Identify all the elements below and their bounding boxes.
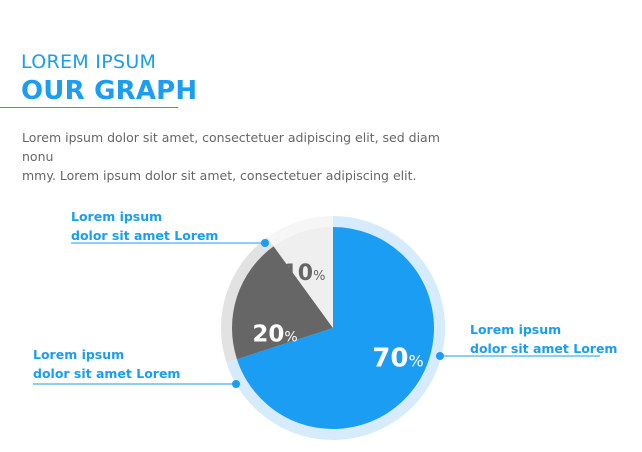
callout-top-left-line2: dolor sit amet Lorem: [71, 228, 219, 243]
page-title: OUR GRAPH: [21, 76, 198, 106]
pie-label-percent-10: %: [313, 269, 325, 284]
callout-bottom-left-line1: Lorem ipsum: [33, 347, 125, 362]
leader-dot-bottom-left: [232, 380, 240, 388]
title-underline: [0, 107, 178, 108]
leader-dot-top-left: [261, 239, 269, 247]
pie-slice-20: [232, 246, 333, 360]
pie-slice-70: [236, 227, 434, 430]
leader-dot-right: [436, 352, 444, 360]
page-subtitle: LOREM IPSUM: [21, 51, 157, 73]
description-paragraph: Lorem ipsum dolor sit amet, consectetuer…: [22, 128, 472, 185]
callout-right-line2: dolor sit amet Lorem: [470, 341, 618, 356]
callout-right: Lorem ipsum dolor sit amet Lorem: [470, 320, 617, 358]
pie-slice-10: [273, 227, 333, 328]
callout-top-left-line1: Lorem ipsum: [71, 209, 163, 224]
pie-label-percent-70: %: [408, 351, 423, 370]
pie-label-percent-20: %: [284, 329, 297, 345]
callout-bottom-left: Lorem ipsum dolor sit amet Lorem: [33, 345, 180, 383]
callout-right-line1: Lorem ipsum: [470, 322, 562, 337]
callout-bottom-left-line2: dolor sit amet Lorem: [33, 366, 181, 381]
description-line-1: Lorem ipsum dolor sit amet, consectetuer…: [22, 130, 440, 164]
description-line-2: mmy. Lorem ipsum dolor sit amet, consect…: [22, 168, 417, 183]
callout-top-left: Lorem ipsum dolor sit amet Lorem: [71, 207, 218, 245]
